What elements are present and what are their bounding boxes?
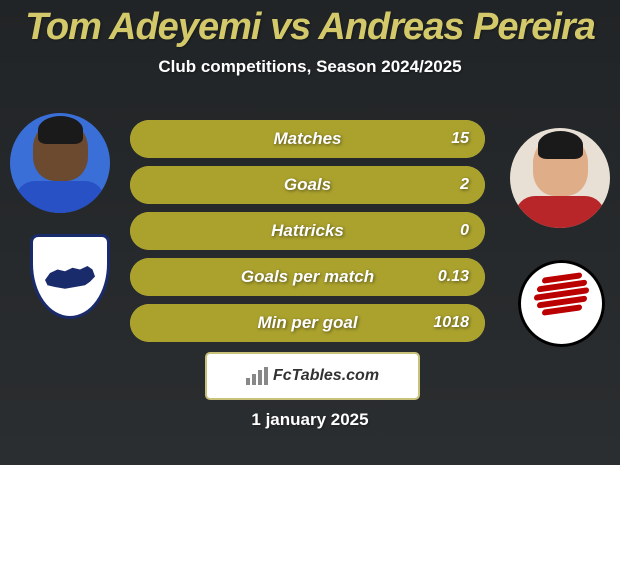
stat-label: Matches: [273, 129, 341, 149]
stat-value-right: 2: [460, 176, 469, 194]
stat-row: Goals per match 0.13: [130, 258, 485, 296]
stat-rows: Matches 15 Goals 2 Hattricks 0 Goals per match…: [130, 120, 485, 350]
stat-row: Min per goal 1018: [130, 304, 485, 342]
stat-row: Goals 2: [130, 166, 485, 204]
comparison-card: Tom Adeyemi vs Andreas Pereira Club comp…: [0, 0, 620, 465]
stat-value-right: 0.13: [438, 268, 469, 286]
player2-avatar: [510, 128, 610, 228]
club1-badge: [20, 233, 120, 320]
stat-label: Goals: [284, 175, 331, 195]
stat-value-right: 0: [460, 222, 469, 240]
title: Tom Adeyemi vs Andreas Pereira: [0, 0, 620, 49]
stat-row: Hattricks 0: [130, 212, 485, 250]
stat-label: Min per goal: [257, 313, 357, 333]
player1-avatar: [10, 113, 110, 213]
club2-badge: [518, 260, 605, 347]
stat-label: Hattricks: [271, 221, 344, 241]
stat-value-right: 15: [451, 130, 469, 148]
date-text: 1 january 2025: [0, 410, 620, 430]
stat-label: Goals per match: [241, 267, 374, 287]
brand-box: FcTables.com: [205, 352, 420, 400]
chart-icon: [246, 367, 268, 385]
subtitle: Club competitions, Season 2024/2025: [0, 57, 620, 77]
stat-row: Matches 15: [130, 120, 485, 158]
brand-text: FcTables.com: [273, 367, 379, 385]
stat-value-right: 1018: [433, 314, 469, 332]
